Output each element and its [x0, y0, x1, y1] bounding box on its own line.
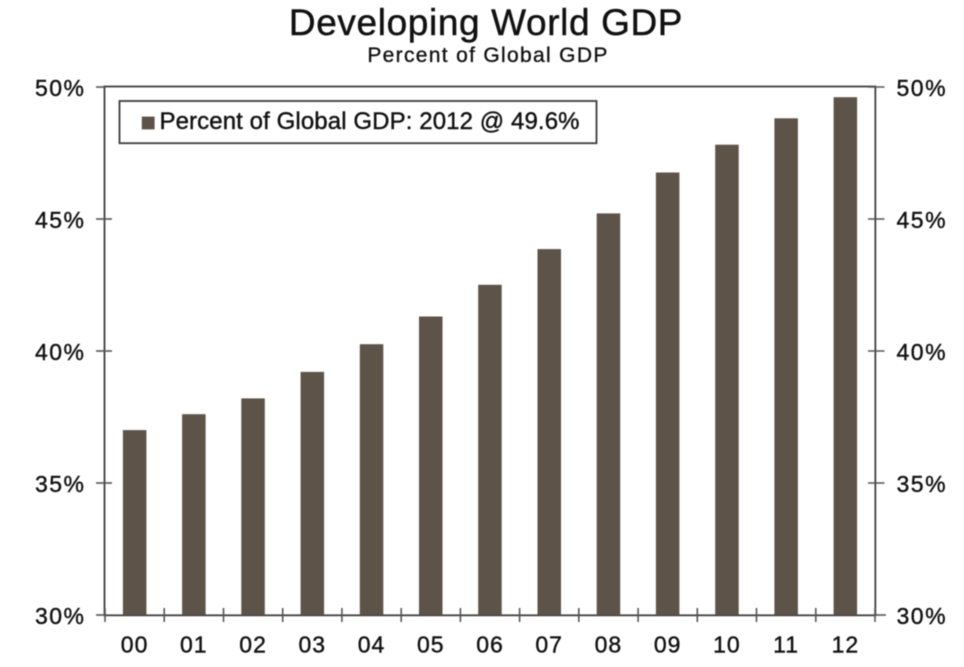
svg-text:45%: 45% — [897, 207, 948, 233]
svg-text:40%: 40% — [897, 339, 948, 365]
svg-text:04: 04 — [358, 632, 386, 658]
svg-text:10: 10 — [713, 632, 741, 658]
svg-text:Percent of Global GDP: 2012 @: Percent of Global GDP: 2012 @ 49.6% — [160, 108, 580, 135]
svg-text:05: 05 — [417, 632, 445, 658]
svg-text:11: 11 — [773, 632, 799, 658]
svg-text:30%: 30% — [897, 603, 948, 629]
svg-text:07: 07 — [535, 632, 563, 658]
svg-text:06: 06 — [476, 632, 504, 658]
svg-text:50%: 50% — [35, 75, 86, 101]
svg-text:03: 03 — [299, 632, 327, 658]
svg-text:01: 01 — [180, 632, 208, 658]
svg-text:00: 00 — [121, 632, 149, 658]
svg-text:50%: 50% — [897, 75, 948, 101]
svg-text:35%: 35% — [35, 471, 86, 497]
svg-text:09: 09 — [654, 632, 682, 658]
svg-text:08: 08 — [595, 632, 623, 658]
svg-text:12: 12 — [832, 632, 860, 658]
svg-text:Percent of Global GDP: Percent of Global GDP — [367, 44, 608, 67]
svg-text:02: 02 — [239, 632, 267, 658]
svg-text:Developing World GDP: Developing World GDP — [289, 2, 683, 43]
svg-text:40%: 40% — [35, 339, 86, 365]
svg-text:45%: 45% — [35, 207, 86, 233]
svg-text:35%: 35% — [897, 471, 948, 497]
svg-text:30%: 30% — [35, 603, 86, 629]
